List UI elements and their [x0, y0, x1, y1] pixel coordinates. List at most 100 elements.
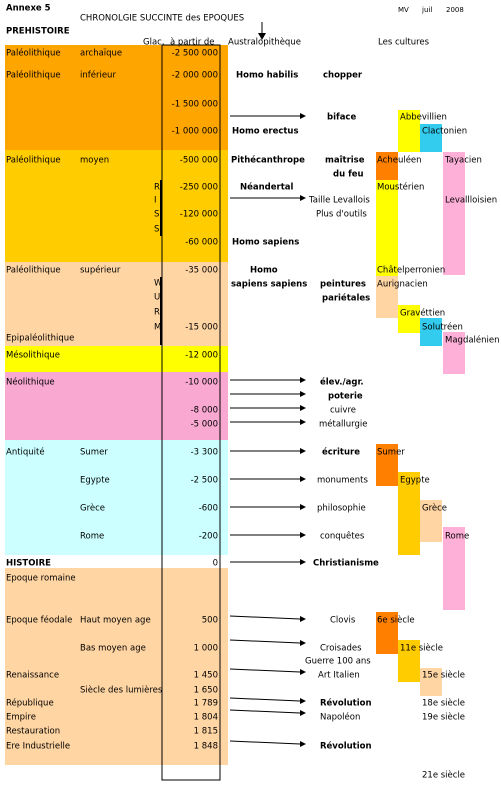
event-label: poterie — [328, 392, 363, 402]
col-glac: Glac. — [143, 38, 165, 48]
date-label: -2 000 000 — [172, 71, 218, 81]
arrowhead — [300, 419, 306, 425]
event-label: Taille Levallois — [308, 196, 370, 206]
arrowhead — [300, 113, 306, 119]
month: juil — [421, 6, 432, 14]
event-label: Christianisme — [313, 559, 379, 569]
culture-label: Levallloisien — [445, 196, 497, 206]
arrow — [229, 615, 301, 620]
event-label: Clovis — [330, 616, 356, 626]
arrowhead — [300, 669, 306, 675]
date-label: 1 848 — [194, 742, 218, 752]
culture-label: 15e siècle — [422, 670, 465, 681]
date-label: 500 — [202, 616, 218, 626]
event-label: chopper — [323, 71, 363, 81]
culture-box — [398, 640, 420, 682]
culture-label: 11e siècle — [400, 643, 443, 654]
date-label: -1 500 000 — [172, 100, 218, 110]
culture-label: Châtelperronien — [377, 266, 445, 276]
date-label: -500 000 — [180, 156, 218, 166]
date-label: -8 000 — [191, 406, 218, 416]
arrowhead — [300, 391, 306, 397]
date-label: -120 000 — [180, 210, 218, 220]
event-label: pariétales — [322, 293, 370, 304]
event-label: Napoléon — [320, 712, 360, 723]
arrowhead — [300, 377, 306, 383]
col-event: Australopithèque — [228, 37, 301, 48]
culture-label: Aurignacien — [377, 280, 428, 290]
culture-label: Acheuléen — [377, 155, 422, 166]
event-label: Homo sapiens — [232, 238, 299, 248]
date-label: 1 789 — [194, 699, 218, 709]
band — [5, 262, 228, 346]
event-label: monuments — [317, 476, 368, 486]
culture-label: Clactonien — [422, 127, 467, 137]
culture-box — [376, 276, 398, 318]
period-label: Paléolithique — [6, 70, 61, 81]
culture-label: 6e siècle — [377, 615, 415, 626]
event-label: Homo erectus — [232, 127, 299, 137]
period-label: Epipaléolithique — [6, 333, 74, 344]
arrow — [229, 740, 301, 745]
culture-label: Abbevillien — [400, 113, 447, 123]
period-label: Epoque féodale — [6, 615, 72, 626]
event-label: Plus d'outils — [316, 210, 367, 220]
date-column — [161, 44, 221, 781]
period-label: Bas moyen age — [80, 644, 146, 654]
arrowhead — [300, 504, 306, 510]
period-label: Sumer — [80, 448, 108, 458]
period-label: Paléolithique — [6, 265, 61, 276]
annex: Annexe 5 — [6, 4, 51, 14]
culture-box — [376, 612, 398, 654]
year: 2008 — [446, 6, 464, 14]
period-label: Egypte — [80, 476, 110, 486]
culture-label: Moustérien — [377, 182, 424, 193]
date-label: -3 300 — [191, 448, 218, 458]
date-label: -12 000 — [185, 351, 218, 361]
arrowhead — [300, 698, 306, 704]
arrowhead — [300, 559, 306, 565]
date-label: -35 000 — [185, 266, 218, 276]
period-label: Ere Industrielle — [6, 742, 70, 752]
author: MV — [398, 6, 409, 14]
event-label: philosophie — [317, 504, 366, 514]
culture-box — [420, 500, 442, 542]
period-label: Rome — [80, 532, 104, 542]
culture-box — [376, 152, 398, 180]
culture-label: Grèce — [422, 503, 447, 514]
period-label: supérieur — [80, 265, 121, 276]
event-label: conquêtes — [320, 531, 365, 542]
event-label: Révolution — [320, 741, 372, 752]
title: CHRONOLGIE SUCCINTE des EPOQUES — [80, 14, 244, 24]
event-label: Homo habilis — [236, 71, 298, 81]
date-label: 1 000 — [194, 644, 218, 654]
period-label: République — [6, 698, 54, 709]
band — [5, 150, 228, 262]
date-label: -5 000 — [191, 420, 218, 430]
culture-label: Gravéttien — [400, 308, 445, 319]
arrowhead — [300, 448, 306, 454]
culture-box — [376, 444, 398, 486]
date-label: 1 804 — [194, 713, 218, 723]
glaciation-letter: S — [154, 210, 159, 220]
culture-box — [420, 318, 442, 346]
date-label: 1 650 — [194, 686, 218, 696]
event-label: Guerre 100 ans — [305, 657, 371, 667]
date-label: -15 000 — [185, 323, 218, 333]
arrowhead — [300, 532, 306, 538]
culture-box — [376, 262, 398, 276]
arrowhead — [300, 616, 306, 622]
section: PREHISTOIRE — [6, 27, 70, 37]
band — [5, 45, 228, 150]
culture-box — [376, 180, 398, 275]
glaciation-letter: S — [154, 225, 159, 235]
period-label: Grèce — [80, 503, 105, 514]
culture-label: Tayacien — [444, 156, 482, 166]
culture-label: Magdalénien — [445, 335, 500, 346]
event-label: sapiens sapiens — [231, 280, 307, 290]
period-label: Paléolithique — [6, 48, 61, 59]
event-label: écriture — [322, 447, 360, 458]
culture-box — [398, 110, 420, 152]
event-label: Néandertal — [240, 182, 294, 193]
culture-box — [398, 472, 420, 555]
